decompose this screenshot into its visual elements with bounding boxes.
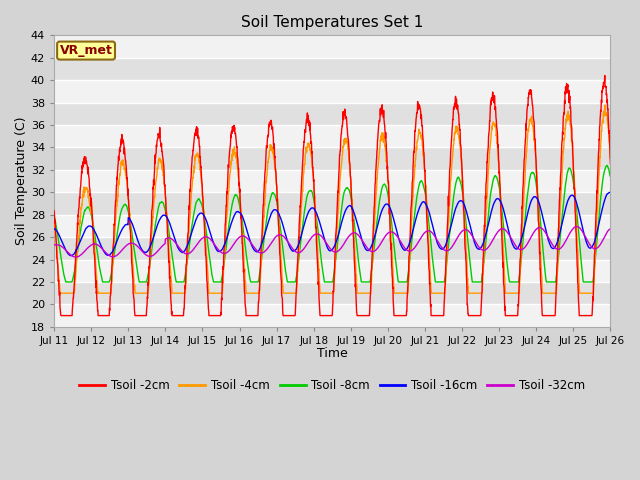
- Bar: [54, 260, 611, 282]
- Bar: [54, 304, 611, 327]
- Legend: Tsoil -2cm, Tsoil -4cm, Tsoil -8cm, Tsoil -16cm, Tsoil -32cm: Tsoil -2cm, Tsoil -4cm, Tsoil -8cm, Tsoi…: [75, 374, 590, 396]
- Text: VR_met: VR_met: [60, 44, 113, 57]
- X-axis label: Time: Time: [317, 347, 348, 360]
- Title: Soil Temperatures Set 1: Soil Temperatures Set 1: [241, 15, 424, 30]
- Bar: [54, 58, 611, 80]
- Bar: [54, 215, 611, 237]
- Bar: [54, 36, 611, 58]
- Bar: [54, 192, 611, 215]
- Y-axis label: Soil Temperature (C): Soil Temperature (C): [15, 117, 28, 245]
- Bar: [54, 170, 611, 192]
- Bar: [54, 80, 611, 103]
- Bar: [54, 282, 611, 304]
- Bar: [54, 147, 611, 170]
- Bar: [54, 125, 611, 147]
- Bar: [54, 237, 611, 260]
- Bar: [54, 103, 611, 125]
